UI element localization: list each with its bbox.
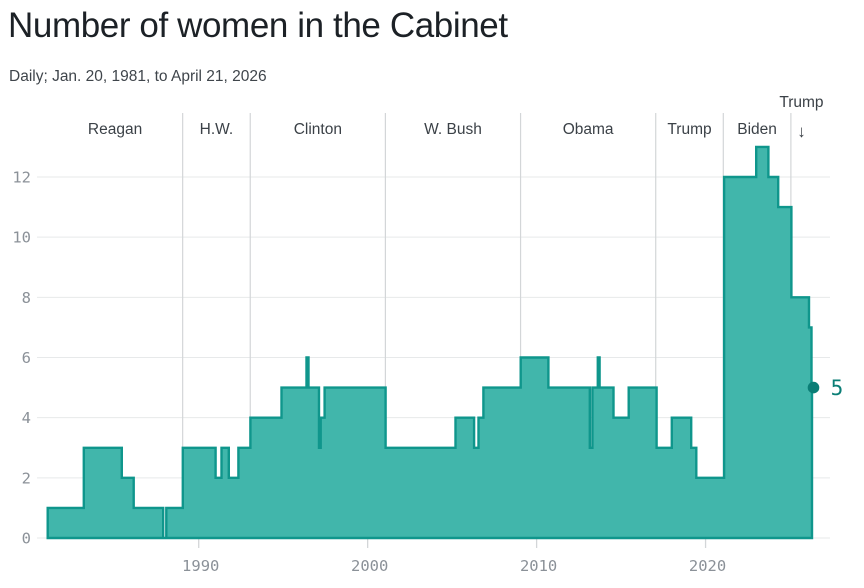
- x-axis-label: 2000: [351, 557, 388, 575]
- x-axis-label: 1990: [182, 557, 219, 575]
- president-label: Trump: [667, 121, 711, 138]
- president-label: W. Bush: [424, 121, 482, 138]
- y-axis-label: 0: [22, 530, 31, 548]
- end-point-value-label: 5: [831, 376, 844, 400]
- x-axis-label: 2020: [689, 557, 726, 575]
- chart-title: Number of women in the Cabinet: [8, 6, 508, 45]
- y-axis-label: 12: [12, 169, 31, 187]
- y-axis-label: 2: [22, 469, 31, 487]
- arrow-down-icon: ↓: [797, 122, 806, 141]
- president-label: Trump: [779, 94, 823, 111]
- chart-subtitle: Daily; Jan. 20, 1981, to April 21, 2026: [9, 68, 267, 85]
- y-axis-label: 8: [22, 289, 31, 307]
- president-label: Clinton: [294, 121, 342, 138]
- x-axis-label: 2010: [520, 557, 557, 575]
- end-point-dot: [807, 381, 820, 394]
- y-axis-label: 10: [12, 229, 31, 247]
- y-axis-label: 6: [22, 349, 31, 367]
- y-axis-label: 4: [22, 409, 31, 427]
- president-label: H.W.: [200, 121, 234, 138]
- president-label: Obama: [563, 121, 614, 138]
- area-series: [46, 145, 814, 540]
- president-label: Reagan: [88, 121, 142, 138]
- president-label: Biden: [737, 121, 777, 138]
